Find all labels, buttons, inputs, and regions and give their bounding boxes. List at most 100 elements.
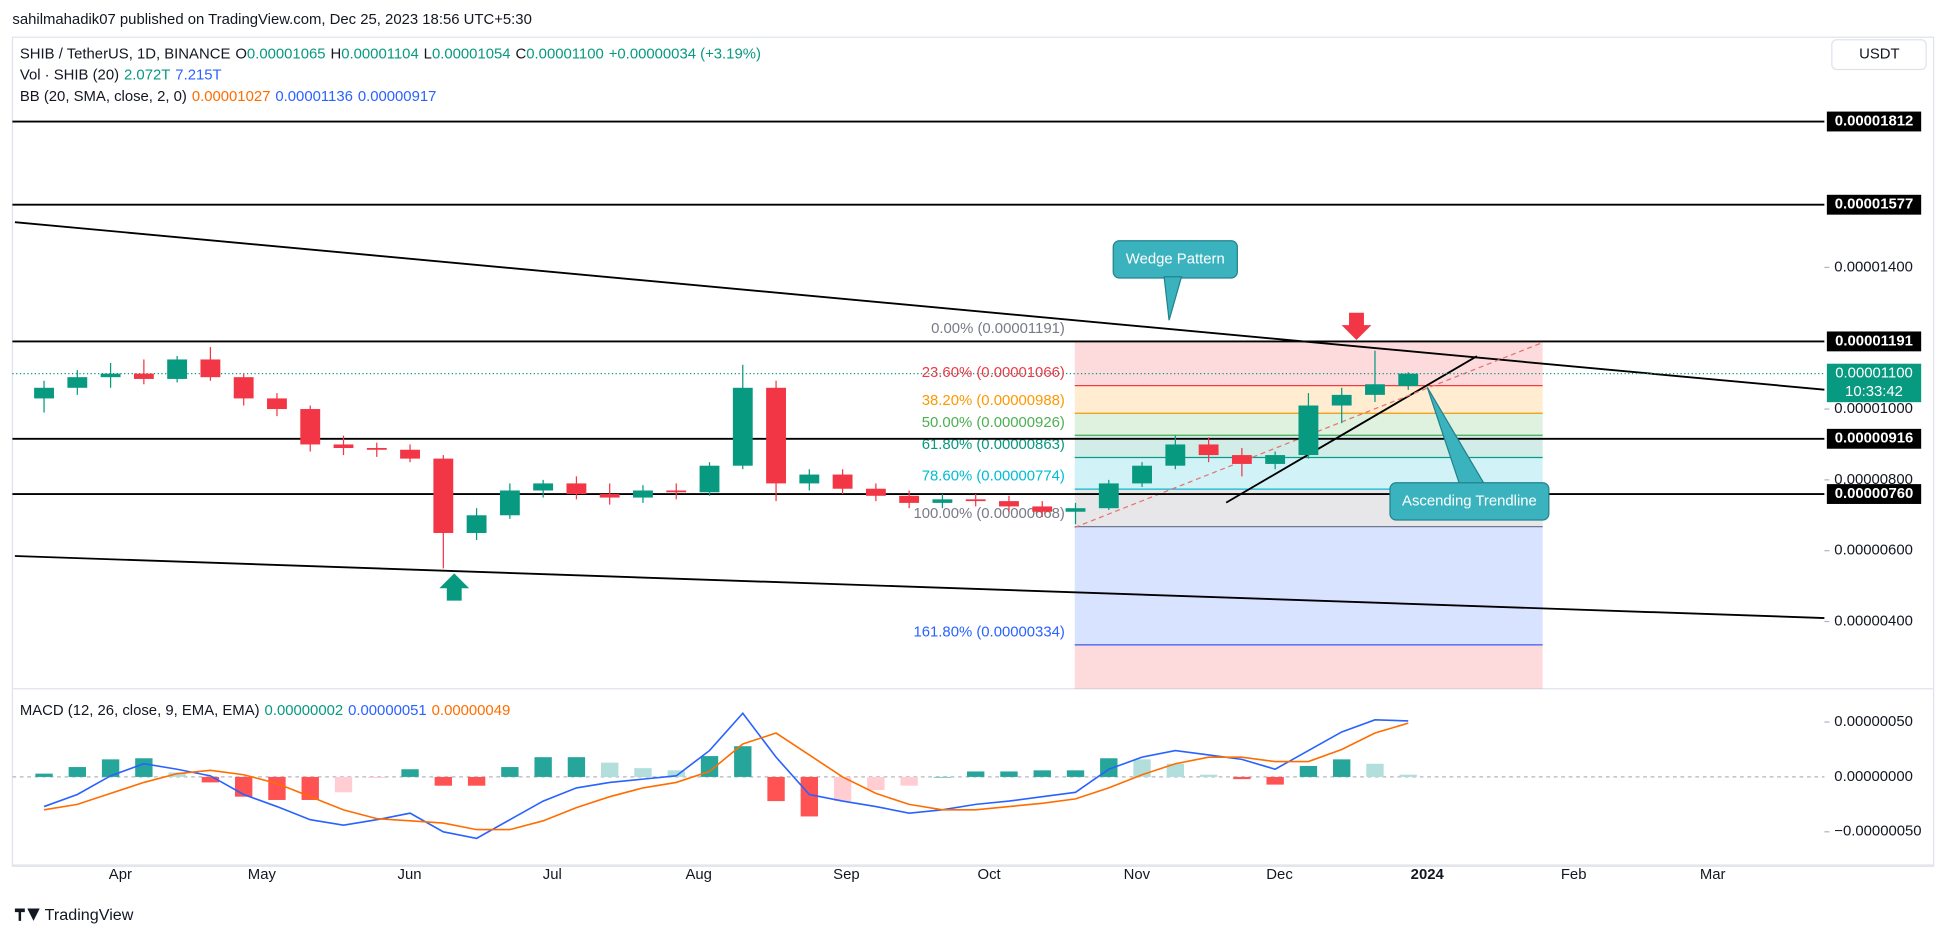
- macd-histogram-bar: [1366, 763, 1384, 777]
- macd-macd-line: [43, 712, 1409, 840]
- chart-frame: [11, 36, 1935, 867]
- legend-item: 7.215T: [175, 68, 221, 84]
- price-tick-label: 0.00001000: [1834, 401, 1913, 417]
- time-axis-label: Jun: [398, 867, 422, 883]
- current-price-tag: [1826, 363, 1922, 403]
- time-axis-label: 2024: [1411, 867, 1445, 883]
- trendline-callout: Ascending Trendline: [1389, 386, 1550, 521]
- legend-item: 0.00001027: [192, 89, 271, 105]
- legend-item: C: [516, 47, 527, 63]
- legend-item: 0.00001100: [526, 47, 603, 63]
- wedge-lower-line: [14, 555, 1825, 619]
- candle-body: [433, 458, 454, 533]
- macd-histogram-bar: [501, 767, 519, 777]
- fib-zone: [1074, 644, 1543, 689]
- macd-histogram-bar: [201, 776, 220, 783]
- publisher: sahilmahadik07 published on TradingView.…: [12, 12, 531, 28]
- time-axis-label: Mar: [1700, 867, 1726, 883]
- macd-tick-label: 0.00000050: [1834, 714, 1913, 730]
- legend-line: Vol · SHIB (20) 2.072T 7.215T: [20, 68, 222, 84]
- candle-body: [799, 474, 820, 484]
- candle-body: [267, 398, 287, 410]
- macd-histogram-bar: [1199, 774, 1218, 777]
- time-axis-label: Jul: [543, 867, 562, 883]
- candle-body: [899, 495, 920, 503]
- macd-signal-line: [43, 722, 1409, 831]
- level-price-label: 0.00000916: [1835, 431, 1914, 447]
- candle-body: [766, 387, 786, 484]
- logo: [14, 908, 40, 921]
- fib-zone: [1074, 341, 1543, 386]
- countdown-label: 10:33:42: [1845, 384, 1903, 400]
- price-tick-label: 0.00000400: [1834, 613, 1913, 629]
- level-price-label: 0.00001812: [1835, 113, 1914, 129]
- macd-tick-label: −0.00000050: [1834, 824, 1921, 840]
- legend-item: 2.072T: [124, 68, 170, 84]
- candle-body: [1265, 455, 1286, 464]
- candle-body: [133, 373, 154, 379]
- macd-histogram-bar: [867, 776, 885, 791]
- macd-histogram-bar: [168, 772, 186, 777]
- time-axis-label: Nov: [1124, 867, 1151, 883]
- level-price-tag: [1826, 331, 1922, 352]
- candle-body: [366, 447, 387, 450]
- wedge-upper-line: [14, 221, 1825, 391]
- ascending-trendline: [1225, 355, 1478, 504]
- candle-body: [1065, 508, 1086, 512]
- currency-button[interactable]: [1831, 39, 1927, 71]
- macd-histogram-bar: [933, 776, 952, 778]
- candle-body: [566, 483, 587, 495]
- candle-body: [1032, 506, 1053, 512]
- price-tick-label: 0.00001400: [1834, 259, 1913, 275]
- candle-body: [965, 499, 986, 502]
- legend-item: 0.00000049: [432, 703, 511, 719]
- macd-histogram-bar: [401, 769, 419, 777]
- candle-body: [865, 488, 886, 496]
- fib-level-label: 23.60% (0.00001066): [922, 365, 1065, 381]
- level-price-tag: [1826, 428, 1922, 449]
- legend-item: 0.00001104: [341, 47, 418, 63]
- candle-body: [34, 387, 54, 399]
- callout-text: Wedge Pattern: [1126, 251, 1225, 267]
- candle-body: [167, 359, 188, 379]
- candle-body: [1231, 455, 1252, 464]
- fib-level-label: 50.00% (0.00000926): [922, 415, 1065, 431]
- currency-label[interactable]: USDT: [1859, 47, 1900, 63]
- legend-item: 0.00000002: [265, 703, 344, 719]
- macd-histogram-bar: [467, 776, 486, 786]
- price-axis: 0.00001400 0.00001000 0.00000800 0.00000600…: [1824, 111, 1922, 629]
- macd-histogram-bar: [334, 776, 353, 793]
- legend-item: 0.00000051: [348, 703, 427, 719]
- candle-body: [599, 494, 620, 498]
- time-axis-label: May: [248, 867, 277, 883]
- candle-body: [533, 483, 554, 491]
- legend-item: 0.00001065: [247, 47, 326, 63]
- callout-box: [1389, 482, 1550, 521]
- fib-retracement: 0.00% (0.00001191) 23.60% (0.00001066) 38.…: [913, 321, 1543, 689]
- down-arrow: [1341, 312, 1372, 341]
- legend-item: SHIB / TetherUS, 1D, BINANCE: [20, 47, 231, 63]
- macd-histogram-bar: [268, 776, 286, 800]
- candle-body: [200, 359, 221, 378]
- legend-item: Vol · SHIB (20): [20, 68, 119, 84]
- macd-histogram-bar: [68, 767, 87, 777]
- footer-brand: TradingView: [45, 906, 134, 924]
- candle-body: [1098, 483, 1119, 509]
- legend-item: H: [330, 47, 341, 63]
- candle-body: [1398, 373, 1419, 387]
- legend-item: O: [235, 47, 247, 63]
- legend-line: BB (20, SMA, close, 2, 0) 0.00001027 0.000…: [20, 89, 437, 105]
- time-axis-label: Apr: [109, 867, 132, 883]
- macd-histogram-bar: [833, 776, 852, 802]
- macd-histogram-bar: [135, 758, 153, 777]
- macd-histogram-bar: [1299, 765, 1318, 777]
- macd-histogram-bar: [1000, 771, 1018, 777]
- macd-histogram-bar: [1333, 759, 1351, 777]
- macd-histogram-bar: [967, 771, 985, 777]
- fib-level-label: 38.20% (0.00000988): [922, 393, 1065, 409]
- candle-body: [466, 515, 487, 533]
- time-axis-label: Sep: [833, 867, 859, 883]
- macd-histogram-bar: [1033, 770, 1051, 777]
